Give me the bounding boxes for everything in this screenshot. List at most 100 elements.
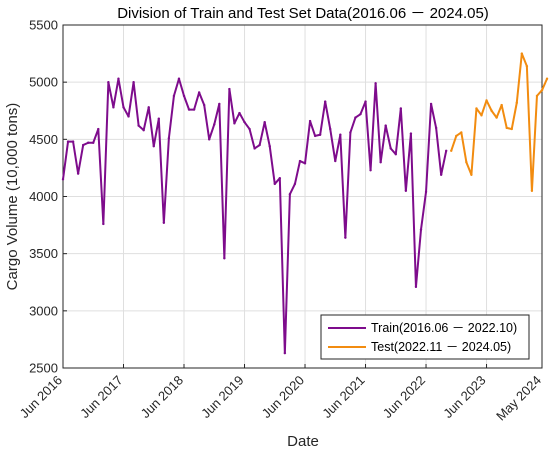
data-point [92, 141, 95, 144]
data-point [303, 162, 307, 165]
data-point [132, 80, 135, 84]
data-point [258, 143, 261, 147]
data-point [273, 182, 276, 186]
data-point [208, 138, 211, 141]
data-point [147, 106, 150, 109]
data-point [157, 117, 160, 120]
data-point [510, 127, 513, 131]
data-point [81, 143, 85, 147]
data-point [535, 94, 539, 98]
data-point [137, 124, 140, 127]
data-point [283, 351, 287, 355]
data-point [404, 189, 408, 192]
data-point [228, 87, 231, 91]
y-axis-title: Cargo Volume (10,000 tons) [4, 103, 21, 291]
data-point [359, 112, 362, 116]
data-point [349, 131, 352, 134]
data-point [399, 107, 403, 110]
data-point [455, 134, 458, 138]
data-point [248, 127, 251, 131]
data-point [318, 133, 322, 136]
data-point [187, 108, 191, 111]
data-point [545, 77, 549, 80]
data-point [490, 109, 493, 112]
chart-title: Division of Train and Test Set Data(2016… [117, 5, 489, 22]
x-axis-title: Date [287, 433, 319, 450]
data-point [354, 116, 357, 119]
data-point [409, 132, 413, 135]
data-point [177, 77, 181, 80]
data-point [414, 285, 418, 289]
data-point [288, 193, 292, 196]
data-point [298, 159, 302, 163]
data-point [379, 161, 382, 164]
data-point [71, 140, 75, 143]
series-line-test [450, 52, 548, 192]
data-point [102, 222, 105, 226]
y-tick-label: 3500 [29, 246, 58, 261]
data-point [495, 116, 498, 119]
data-point [112, 106, 115, 109]
data-point [419, 228, 423, 231]
data-point [218, 102, 221, 106]
data-point [61, 178, 65, 181]
y-tick-label: 2500 [29, 361, 58, 376]
data-point [142, 128, 145, 132]
data-point [223, 257, 226, 260]
data-point [117, 77, 120, 80]
y-tick-label: 4000 [29, 189, 58, 204]
data-point [268, 144, 271, 148]
data-point [329, 127, 332, 131]
data-point [313, 134, 317, 138]
y-tick-label: 4500 [29, 132, 58, 147]
data-point [394, 153, 397, 156]
data-point [293, 182, 297, 186]
data-point [127, 115, 130, 118]
data-point [233, 122, 236, 125]
data-point [520, 52, 524, 55]
data-point [364, 100, 367, 103]
data-point [213, 123, 216, 126]
y-tick-label: 5500 [29, 18, 58, 33]
data-point [540, 88, 544, 92]
data-point [439, 173, 443, 176]
data-point [450, 149, 453, 152]
data-point [167, 136, 171, 140]
y-tick-label: 3000 [29, 303, 58, 318]
series-layer [61, 52, 549, 355]
y-axis: 2500 3000 3500 4000 4500 5000 5500 [29, 18, 67, 376]
data-point [202, 103, 206, 107]
legend-label-test: Test(2022.11 － 2024.05) [371, 340, 511, 354]
data-point [238, 111, 241, 115]
data-point [253, 147, 256, 150]
data-point [97, 127, 100, 131]
data-point [515, 101, 518, 104]
y-tick-label: 5000 [29, 75, 58, 90]
data-point [505, 126, 508, 130]
data-point [485, 99, 488, 102]
legend-box [320, 314, 530, 360]
legend-label-train: Train(2016.06 － 2022.10) [371, 321, 517, 335]
data-point [389, 147, 392, 150]
legend: Train(2016.06 － 2022.10) Test(2022.11 － … [320, 314, 530, 360]
data-point [172, 94, 176, 98]
data-point [434, 126, 438, 130]
data-point [339, 133, 342, 136]
data-point [122, 106, 125, 109]
data-point [278, 177, 282, 180]
data-point [334, 159, 337, 163]
data-point [162, 221, 166, 224]
data-point [374, 82, 377, 85]
data-point [429, 102, 433, 106]
data-point [460, 131, 463, 134]
data-point [480, 114, 483, 117]
data-point [384, 124, 387, 127]
data-point [424, 190, 428, 194]
data-point [475, 107, 478, 110]
data-point [323, 100, 327, 103]
data-point [76, 172, 80, 175]
data-point [66, 140, 70, 143]
data-point [192, 108, 196, 111]
